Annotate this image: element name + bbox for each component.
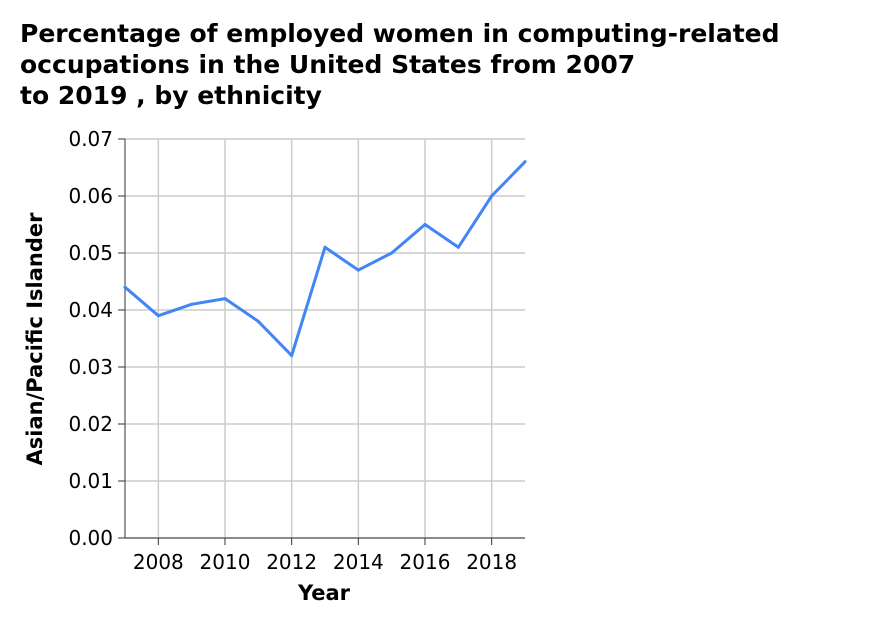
- data-point: [156, 314, 160, 318]
- y-tick-label: 0.03: [68, 355, 113, 379]
- y-tick-label: 0.00: [68, 526, 113, 550]
- data-point: [223, 297, 227, 301]
- data-point: [356, 268, 360, 272]
- data-point: [256, 319, 260, 323]
- x-tick-label: 2008: [133, 550, 184, 574]
- y-tick-label: 0.07: [68, 127, 113, 151]
- y-tick-label: 0.05: [68, 241, 113, 265]
- data-point: [490, 194, 494, 198]
- x-tick-label: 2016: [400, 550, 451, 574]
- y-axis-ticks: 0.00 0.01 0.02 0.03 0.04 0.05 0.06 0.07: [68, 127, 125, 550]
- x-tick-label: 2018: [466, 550, 517, 574]
- y-tick-label: 0.04: [68, 298, 113, 322]
- data-point: [456, 245, 460, 249]
- data-point: [323, 245, 327, 249]
- y-tick-label: 0.02: [68, 412, 113, 436]
- data-point: [190, 302, 194, 306]
- x-tick-label: 2010: [200, 550, 251, 574]
- x-tick-label: 2014: [333, 550, 384, 574]
- data-point: [290, 354, 294, 358]
- grid-lines: [124, 138, 525, 539]
- chart-title: Percentage of employed women in computin…: [20, 19, 780, 110]
- y-axis-label: Asian/Pacific Islander: [23, 212, 47, 466]
- data-point: [123, 285, 127, 289]
- series-group: [123, 160, 527, 358]
- x-tick-label: 2012: [266, 550, 317, 574]
- data-point: [423, 223, 427, 226]
- data-point: [390, 251, 394, 255]
- y-tick-label: 0.01: [68, 469, 113, 493]
- data-point: [523, 160, 527, 164]
- x-axis-ticks: 2008 2010 2012 2014 2016 2018: [133, 538, 517, 574]
- x-axis-label: Year: [297, 581, 351, 605]
- series-line: [123, 160, 527, 358]
- y-tick-label: 0.06: [68, 184, 113, 208]
